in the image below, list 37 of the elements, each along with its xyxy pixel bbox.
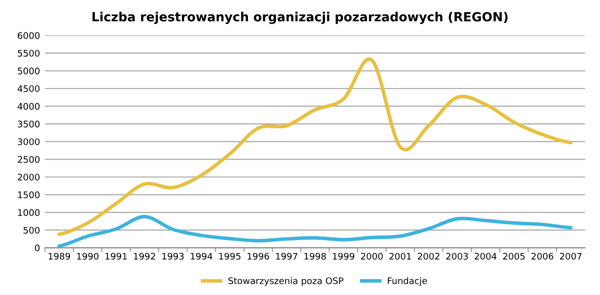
x-tick-label: 1989 (48, 252, 70, 260)
y-tick-label: 0 (34, 244, 40, 252)
y-tick-label: 1000 (18, 209, 40, 216)
line-series (57, 214, 573, 248)
x-tick-label: 1994 (190, 252, 212, 260)
y-tick-label: 6000 (18, 32, 40, 39)
y-tick-label: 5000 (18, 68, 40, 74)
y-tick-label: 2500 (18, 156, 40, 163)
x-tick-label: 2000 (361, 252, 383, 260)
x-tick-label: 2006 (532, 252, 554, 260)
y-tick-label: 1500 (18, 191, 40, 198)
x-tick-label: 1998 (304, 252, 326, 260)
x-tick-label: 1993 (162, 252, 184, 260)
x-tick-label: 1991 (106, 252, 127, 260)
legend-label: Fundacje (388, 277, 427, 286)
y-tick-label: 4000 (18, 102, 40, 110)
x-tick-label: 1997 (276, 252, 298, 260)
y-tick-label: 3000 (18, 138, 40, 146)
x-tick-label: 2002 (418, 252, 440, 260)
x-tick-label: 1995 (219, 252, 240, 260)
legend-label: Stowarzyszenia poza OSP (228, 277, 344, 286)
x-tick-label: 1992 (134, 252, 156, 260)
y-tick-label: 4500 (18, 85, 40, 92)
x-tick-label: 2005 (503, 252, 525, 260)
x-tick-label: 2003 (446, 252, 468, 260)
y-tick-label: 2000 (18, 174, 40, 181)
y-tick-label: 5500 (18, 50, 40, 57)
x-tick-label: 2004 (474, 252, 497, 260)
x-tick-label: 1990 (77, 252, 99, 260)
chart-title: Liczba rejestrowanych organizacji pozarzadowych (REGON) (92, 12, 508, 24)
y-tick-label: 3500 (18, 120, 40, 128)
x-tick-label: 1999 (332, 252, 354, 260)
x-tick-label: 1996 (248, 252, 270, 260)
x-tick-label: 2007 (560, 252, 582, 260)
line-series (57, 58, 573, 236)
y-tick-label: 500 (24, 226, 40, 234)
x-tick-label: 2001 (389, 252, 411, 260)
